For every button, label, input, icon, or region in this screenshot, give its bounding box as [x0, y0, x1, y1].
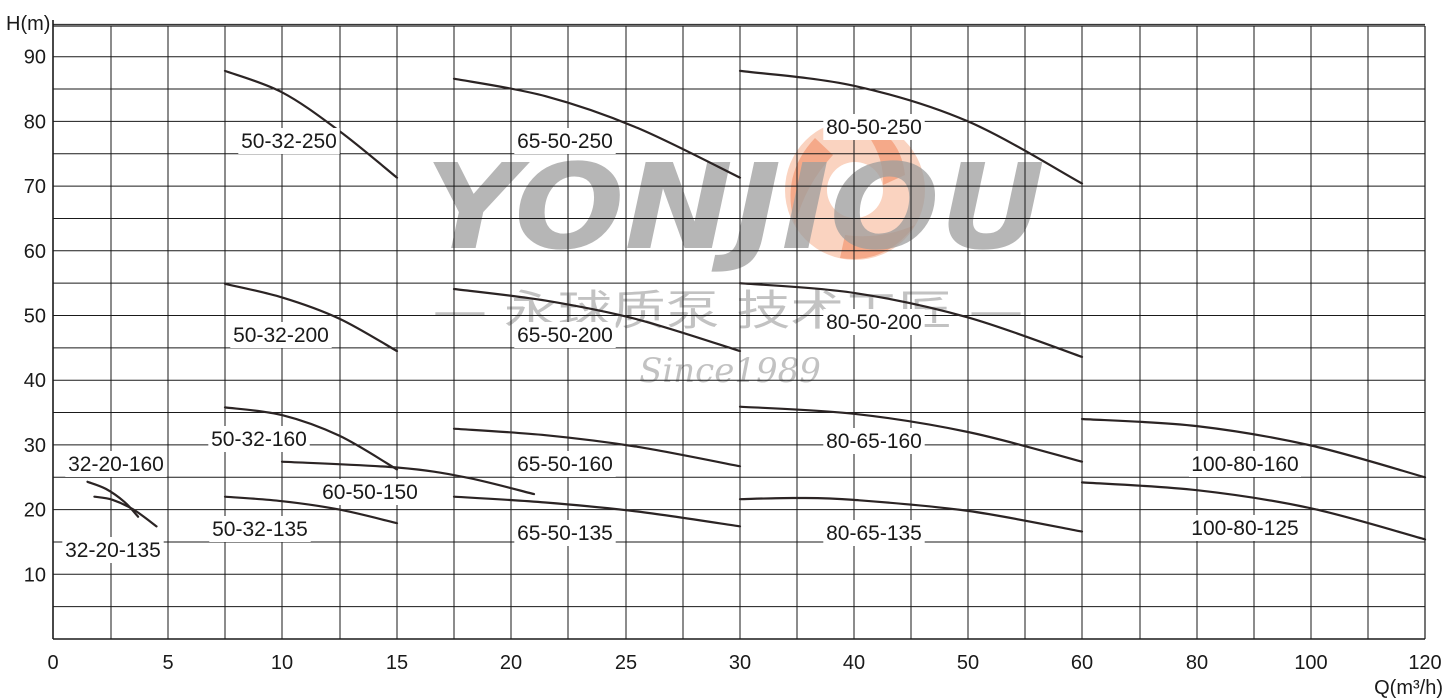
y-tick-label: 50 — [24, 306, 46, 328]
curve-50-32-250 — [223, 69, 399, 179]
curve-label: 50-32-250 — [241, 130, 337, 153]
curve-label: 50-32-160 — [211, 428, 307, 451]
x-tick-label: 10 — [271, 652, 293, 674]
x-tick-label: 80 — [1186, 652, 1208, 674]
x-tick-label: 40 — [843, 652, 865, 674]
curve-50-32-135 — [223, 495, 399, 525]
curve-label: 32-20-160 — [68, 453, 164, 476]
curve-60-50-150 — [280, 460, 536, 496]
curve-label-background — [230, 322, 332, 348]
curve-label-layer: 32-20-160 32-20-135 50-32-250 50-32-200 50-3… — [62, 114, 1301, 563]
curve-label: 80-50-200 — [826, 311, 922, 334]
curve-label: 50-32-135 — [212, 518, 308, 541]
curve-label: 100-80-125 — [1191, 517, 1298, 540]
curve-label: 60-50-150 — [322, 481, 418, 504]
curve-label-background — [1189, 451, 1301, 477]
curve-label: 100-80-160 — [1191, 453, 1298, 476]
curve-label-background — [319, 479, 421, 505]
curve-label-background — [823, 309, 925, 335]
curve-label-background — [238, 128, 340, 154]
x-tick-label: 50 — [957, 652, 979, 674]
y-tick-label: 90 — [24, 47, 46, 69]
curve-label: 80-65-135 — [826, 522, 922, 545]
axes: 0 5 10 15 20 25 30 40 50 60 80 100 120 10 20 30 40 50 60 7… — [6, 13, 1443, 699]
x-tick-label: 0 — [47, 652, 58, 674]
curve-80-65-135 — [738, 496, 1084, 533]
x-tick-label: 100 — [1294, 652, 1327, 674]
curve-65-50-250 — [452, 77, 742, 179]
curve-label-background — [514, 322, 616, 348]
y-tick-label: 80 — [24, 111, 46, 133]
watermark-since: Since1989 — [639, 351, 821, 391]
x-tick-labels: 0 5 10 15 20 25 30 40 50 60 80 100 120 — [47, 652, 1441, 674]
curve-label-background — [823, 114, 925, 140]
x-tick-label: 120 — [1408, 652, 1441, 674]
watermark-brand: YONJIOU — [425, 138, 1045, 276]
impeller-logo-icon — [785, 120, 925, 260]
curve-label-background — [62, 537, 164, 563]
curve-label-background — [823, 520, 925, 546]
curve-layer — [86, 69, 1427, 541]
x-tick-label: 30 — [729, 652, 751, 674]
curve-label-background — [514, 520, 616, 546]
curve-label: 32-20-135 — [65, 539, 161, 562]
x-tick-label: 60 — [1071, 652, 1093, 674]
curve-label-background — [1189, 515, 1301, 541]
y-axis-title: H(m) — [6, 13, 50, 35]
y-tick-label: 60 — [24, 241, 46, 263]
x-axis-title: Q(m³/h) — [1374, 677, 1443, 699]
y-tick-label: 40 — [24, 370, 46, 392]
curve-80-50-250 — [738, 69, 1084, 185]
curve-80-50-200 — [738, 282, 1084, 358]
x-tick-label: 15 — [386, 652, 408, 674]
y-tick-label: 70 — [24, 176, 46, 198]
curve-50-32-160 — [223, 406, 399, 471]
x-tick-label: 25 — [615, 652, 637, 674]
curve-65-50-135 — [452, 495, 742, 528]
curve-label-background — [65, 451, 167, 477]
curve-label-background — [823, 428, 925, 454]
curve-80-65-160 — [738, 405, 1084, 463]
curve-65-50-160 — [452, 427, 742, 468]
curve-50-32-200 — [223, 282, 399, 353]
curve-label-background — [514, 451, 616, 477]
curve-label-background — [208, 426, 310, 452]
curve-label: 65-50-135 — [517, 522, 613, 545]
x-tick-label: 5 — [162, 652, 173, 674]
y-tick-label: 10 — [24, 564, 46, 586]
curve-32-20-135 — [93, 495, 158, 528]
curve-label-background — [514, 128, 616, 154]
curve-100-80-125 — [1080, 481, 1427, 541]
y-tick-label: 30 — [24, 435, 46, 457]
curve-label-background — [209, 516, 311, 542]
curve-65-50-200 — [452, 287, 742, 353]
x-tick-label: 20 — [500, 652, 522, 674]
curve-label: 80-50-250 — [826, 116, 922, 139]
y-tick-label: 20 — [24, 500, 46, 522]
y-tick-labels: 10 20 30 40 50 60 70 80 90 — [24, 47, 46, 587]
curve-label: 65-50-250 — [517, 130, 613, 153]
curve-label: 50-32-200 — [233, 324, 329, 347]
curve-label: 65-50-160 — [517, 453, 613, 476]
curve-100-80-160 — [1080, 417, 1427, 479]
curve-label: 80-65-160 — [826, 430, 922, 453]
curve-label: 65-50-200 — [517, 324, 613, 347]
